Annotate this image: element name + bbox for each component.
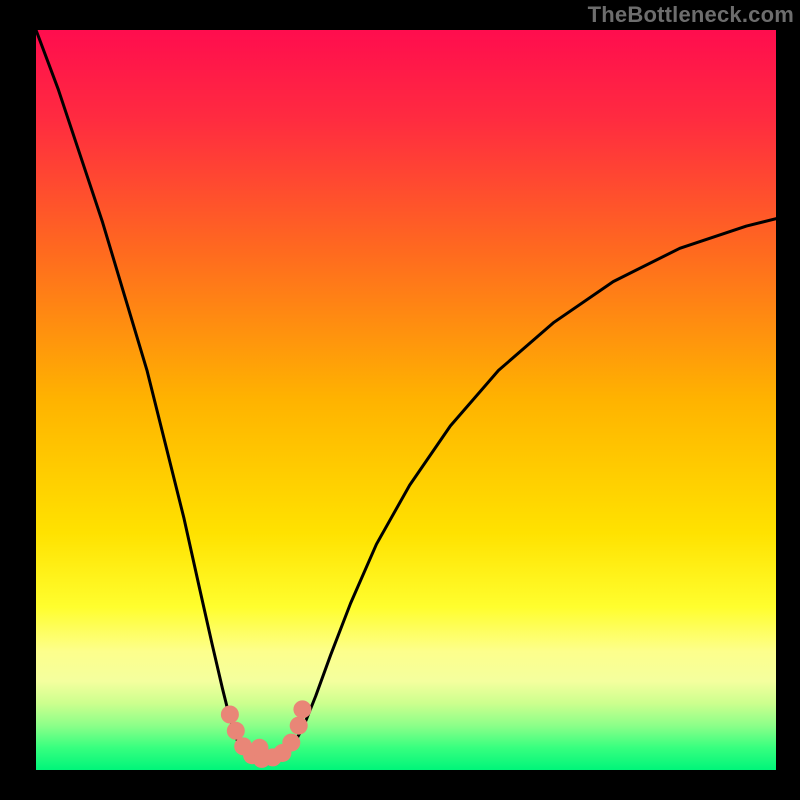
chart-frame: TheBottleneck.com <box>0 0 800 800</box>
watermark-text: TheBottleneck.com <box>588 2 794 28</box>
plot-area <box>36 30 776 770</box>
valley-marker <box>227 722 245 740</box>
bottleneck-curve <box>36 30 776 760</box>
valley-marker <box>290 717 308 735</box>
curve-layer <box>36 30 776 770</box>
valley-marker <box>293 700 311 718</box>
valley-marker <box>221 706 239 724</box>
valley-marker <box>282 734 300 752</box>
